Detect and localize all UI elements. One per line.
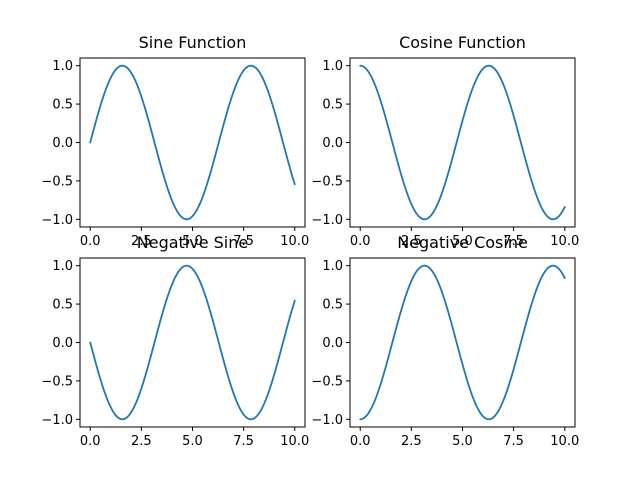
y-tick-label: 1.0	[322, 259, 343, 274]
x-tick-label: 5.0	[182, 434, 203, 449]
x-tick-label: 10.0	[550, 434, 579, 449]
series-line-sine-function	[89, 64, 296, 221]
y-tick-label: −0.5	[41, 374, 73, 389]
x-tick-label: 0.0	[80, 234, 101, 249]
y-tick-label: −1.0	[311, 413, 343, 428]
y-tick-label: 1.0	[322, 59, 343, 74]
y-tick-label: 0.5	[322, 98, 343, 113]
series-line-cosine-function	[359, 64, 566, 221]
x-tick-label: 0.0	[350, 434, 371, 449]
axes-frame-cosine-function	[349, 57, 576, 228]
x-tick-label: 10.0	[550, 234, 579, 249]
y-tick-label: 0.0	[322, 336, 343, 351]
y-tick-label: 0.0	[322, 136, 343, 151]
y-tick-label: −1.0	[311, 213, 343, 228]
subplot-cosine-function: 0.0 2.5 5.0 7.5 10.0 −1.0 −0.5 0.0 0.5 1.0 Cosine …	[311, 33, 579, 249]
x-tick-label: 2.5	[131, 234, 152, 249]
x-tick-label: 0.0	[350, 234, 371, 249]
y-tick-label: 0.5	[52, 98, 73, 113]
chart-title-negative-sine: Negative Sine	[137, 233, 248, 252]
y-tick-label: −1.0	[41, 413, 73, 428]
subplot-negative-cosine: 0.0 2.5 5.0 7.5 10.0 −1.0 −0.5 0.0 0.5 1.0 Negativ…	[311, 233, 579, 449]
chart-title-cosine-function: Cosine Function	[399, 33, 526, 52]
chart-title-negative-cosine: Negative Cosine	[397, 233, 528, 252]
y-tick-label: 0.5	[52, 298, 73, 313]
x-tick-label: 7.5	[233, 434, 254, 449]
x-tick-label: 10.0	[280, 434, 309, 449]
x-tick-label: 7.5	[503, 434, 524, 449]
x-tick-label: 5.0	[182, 234, 203, 249]
y-tick-label: −0.5	[311, 374, 343, 389]
x-tick-label: 7.5	[233, 234, 254, 249]
y-tick-label: 0.5	[322, 298, 343, 313]
x-tick-label: 2.5	[401, 234, 422, 249]
x-tick-label: 2.5	[401, 434, 422, 449]
chart-title-sine-function: Sine Function	[139, 33, 247, 52]
x-tick-label: 5.0	[452, 234, 473, 249]
y-tick-label: −0.5	[41, 174, 73, 189]
x-tick-label: 0.0	[80, 434, 101, 449]
subplot-sine-function: 0.0 2.5 5.0 7.5 10.0 −1.0 −0.5 0.0 0.5 1.0 Sine Fu…	[41, 33, 309, 249]
y-tick-label: 1.0	[52, 259, 73, 274]
x-tick-label: 5.0	[452, 434, 473, 449]
y-tick-label: 0.0	[52, 336, 73, 351]
x-tick-label: 7.5	[503, 234, 524, 249]
x-tick-label: 10.0	[280, 234, 309, 249]
axes-frame-sine-function	[79, 57, 306, 228]
subplot-negative-sine: 0.0 2.5 5.0 7.5 10.0 −1.0 −0.5 0.0 0.5 1.0 Negativ…	[41, 233, 309, 449]
y-tick-label: −1.0	[41, 213, 73, 228]
series-line-negative-sine	[89, 264, 296, 421]
y-tick-label: −0.5	[311, 174, 343, 189]
y-tick-label: 1.0	[52, 59, 73, 74]
y-tick-label: 0.0	[52, 136, 73, 151]
series-line-negative-cosine	[359, 264, 566, 421]
axes-frame-negative-sine	[79, 257, 306, 428]
axes-frame-negative-cosine	[349, 257, 576, 428]
x-tick-label: 2.5	[131, 434, 152, 449]
